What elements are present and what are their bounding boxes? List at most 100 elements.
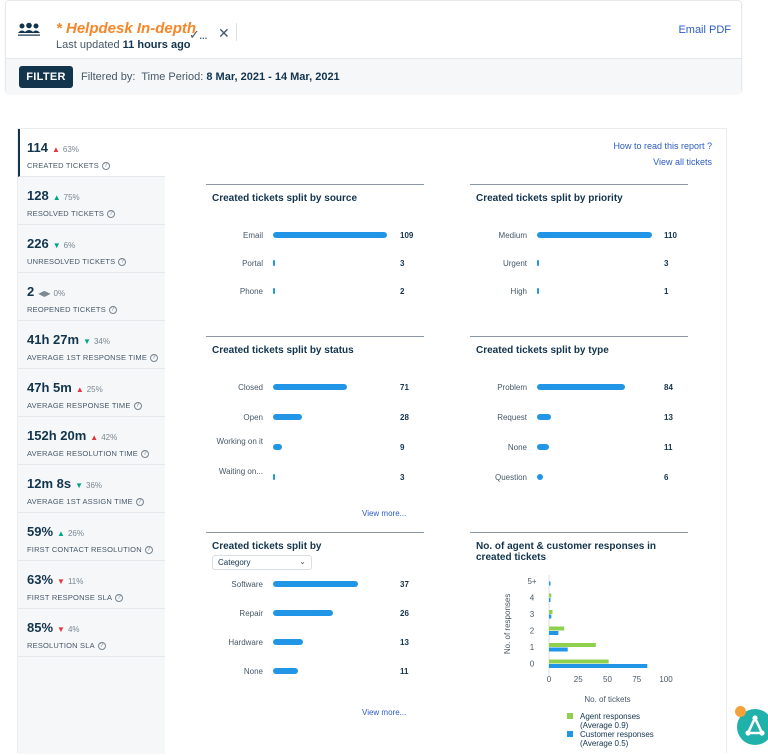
bar[interactable] [273, 288, 275, 294]
category-select[interactable]: Category ⌄ [212, 555, 312, 570]
trend-arrow-icon: ▲ [90, 433, 99, 442]
metric-label: RESOLUTION SLA? [27, 641, 165, 651]
agent-bar [549, 610, 553, 614]
close-icon[interactable]: ✕ [218, 25, 230, 41]
header-row: * Helpdesk In-depth Last updated 11 hour… [6, 1, 741, 58]
metric-card[interactable]: 128 ▲ 75% RESOLVED TICKETS? [18, 177, 165, 225]
legend-agent-label: Agent responses [580, 712, 640, 721]
bar[interactable] [273, 610, 333, 616]
bar-value: 13 [400, 638, 409, 647]
info-icon[interactable]: ? [108, 306, 117, 315]
x-tick-label: 25 [574, 675, 583, 684]
bar-value: 3 [664, 259, 669, 268]
info-icon[interactable]: ? [118, 258, 127, 267]
bar[interactable] [273, 232, 387, 238]
info-icon[interactable]: ? [133, 402, 142, 411]
metric-card[interactable]: 59% ▲ 26% FIRST CONTACT RESOLUTION? [18, 513, 165, 561]
x-axis-label: No. of tickets [584, 695, 630, 704]
trend-arrow-icon: ▼ [52, 241, 61, 250]
y-axis-label: No. of responses [503, 594, 512, 654]
metric-value: 128 [27, 188, 49, 203]
bar[interactable] [537, 232, 652, 238]
trend-arrow-icon: ▼ [83, 337, 91, 346]
metric-label: RESOLVED TICKETS? [27, 209, 165, 219]
divider [236, 23, 237, 41]
metric-value: 152h 20m [27, 428, 87, 443]
report-header: * Helpdesk In-depth Last updated 11 hour… [5, 0, 742, 93]
metric-card[interactable]: 2 ◀▶ 0% REOPENED TICKETS? [18, 273, 165, 321]
bar-label: Phone [239, 287, 263, 296]
last-updated: Last updated 11 hours ago [56, 39, 191, 51]
filter-button[interactable]: FILTER [19, 66, 73, 88]
bar-row: Phone 2 [206, 287, 424, 301]
bar[interactable] [537, 260, 539, 266]
metric-card[interactable]: 226 ▼ 6% UNRESOLVED TICKETS? [18, 225, 165, 273]
bar[interactable] [273, 474, 275, 480]
assistant-icon [745, 715, 765, 736]
view-all-tickets-link[interactable]: View all tickets [653, 157, 712, 167]
metric-card[interactable]: 12m 8s ▼ 36% AVERAGE 1ST ASSIGN TIME? [18, 465, 165, 513]
info-icon[interactable]: ? [144, 546, 153, 555]
bar-row: Medium 110 [470, 231, 688, 245]
bar[interactable] [273, 414, 303, 420]
metric-card[interactable]: 47h 5m ▲ 25% AVERAGE RESPONSE TIME? [18, 369, 165, 417]
bar-label: Hardware [228, 638, 263, 647]
metric-card[interactable]: 114 ▲ 63% CREATED TICKETS? [18, 129, 165, 177]
category-select-value: Category [218, 558, 251, 567]
bar[interactable] [273, 581, 359, 587]
view-more-link[interactable]: View more... [362, 509, 407, 518]
bar[interactable] [537, 474, 544, 480]
metric-card[interactable]: 152h 20m ▲ 42% AVERAGE RESOLUTION TIME? [18, 417, 165, 465]
bar[interactable] [537, 444, 549, 450]
bar[interactable] [273, 639, 303, 645]
metric-label: CREATED TICKETS? [27, 161, 165, 171]
team-icon [18, 22, 40, 36]
bar-label: Question [494, 473, 527, 482]
info-icon[interactable]: ? [107, 210, 116, 219]
metric-label-text: UNRESOLVED TICKETS [27, 257, 116, 266]
chart-title: Created tickets split by [212, 541, 322, 552]
assistant-launcher-button[interactable] [735, 706, 768, 745]
bar[interactable] [537, 414, 551, 420]
legend-customer-label: Customer responses [580, 730, 654, 739]
metric-card[interactable]: 41h 27m ▼ 34% AVERAGE 1ST RESPONSE TIME? [18, 321, 165, 369]
info-icon[interactable]: ? [101, 162, 110, 171]
bar[interactable] [273, 260, 275, 266]
email-pdf-link[interactable]: Email PDF [678, 24, 731, 36]
info-icon[interactable]: ? [150, 354, 159, 363]
metric-label: AVERAGE 1ST RESPONSE TIME? [27, 353, 165, 363]
how-to-read-link[interactable]: How to read this report ? [613, 141, 712, 151]
info-icon[interactable]: ? [141, 450, 150, 459]
notification-dot [735, 706, 746, 717]
bar[interactable] [537, 384, 625, 390]
save-check-icon[interactable]: ✓... [189, 27, 208, 42]
bar-row: None 11 [206, 667, 424, 681]
bar[interactable] [273, 444, 283, 450]
customer-bar [549, 631, 559, 635]
trend-arrow-icon: ▼ [57, 625, 65, 634]
bar[interactable] [273, 384, 348, 390]
bar-row: Question 6 [470, 473, 688, 487]
bar-value: 11 [664, 443, 673, 452]
info-icon[interactable]: ? [135, 498, 144, 507]
legend-customer-swatch [567, 731, 573, 737]
metric-label-text: RESOLVED TICKETS [27, 209, 105, 218]
bar[interactable] [537, 288, 539, 294]
agent-bar [549, 593, 552, 598]
metric-card[interactable]: 85% ▼ 4% RESOLUTION SLA? [18, 609, 165, 657]
bar-row: Software 37 [206, 580, 424, 594]
agent-bar [549, 643, 596, 647]
view-more-link[interactable]: View more... [362, 708, 407, 717]
bar[interactable] [273, 668, 299, 674]
metric-label-text: AVERAGE RESOLUTION TIME [27, 449, 139, 458]
bar-row: Problem 84 [470, 383, 688, 397]
info-icon[interactable]: ? [115, 594, 124, 603]
customer-bar [549, 614, 552, 619]
info-icon[interactable]: ? [97, 642, 106, 651]
bar-label: Closed [238, 383, 263, 392]
period-label: Time Period: [141, 71, 204, 83]
metric-card[interactable]: 63% ▼ 11% FIRST RESPONSE SLA? [18, 561, 165, 609]
bar-row: Urgent 3 [470, 259, 688, 273]
metric-label-text: AVERAGE RESPONSE TIME [27, 401, 131, 410]
bar-label: High [510, 287, 527, 296]
